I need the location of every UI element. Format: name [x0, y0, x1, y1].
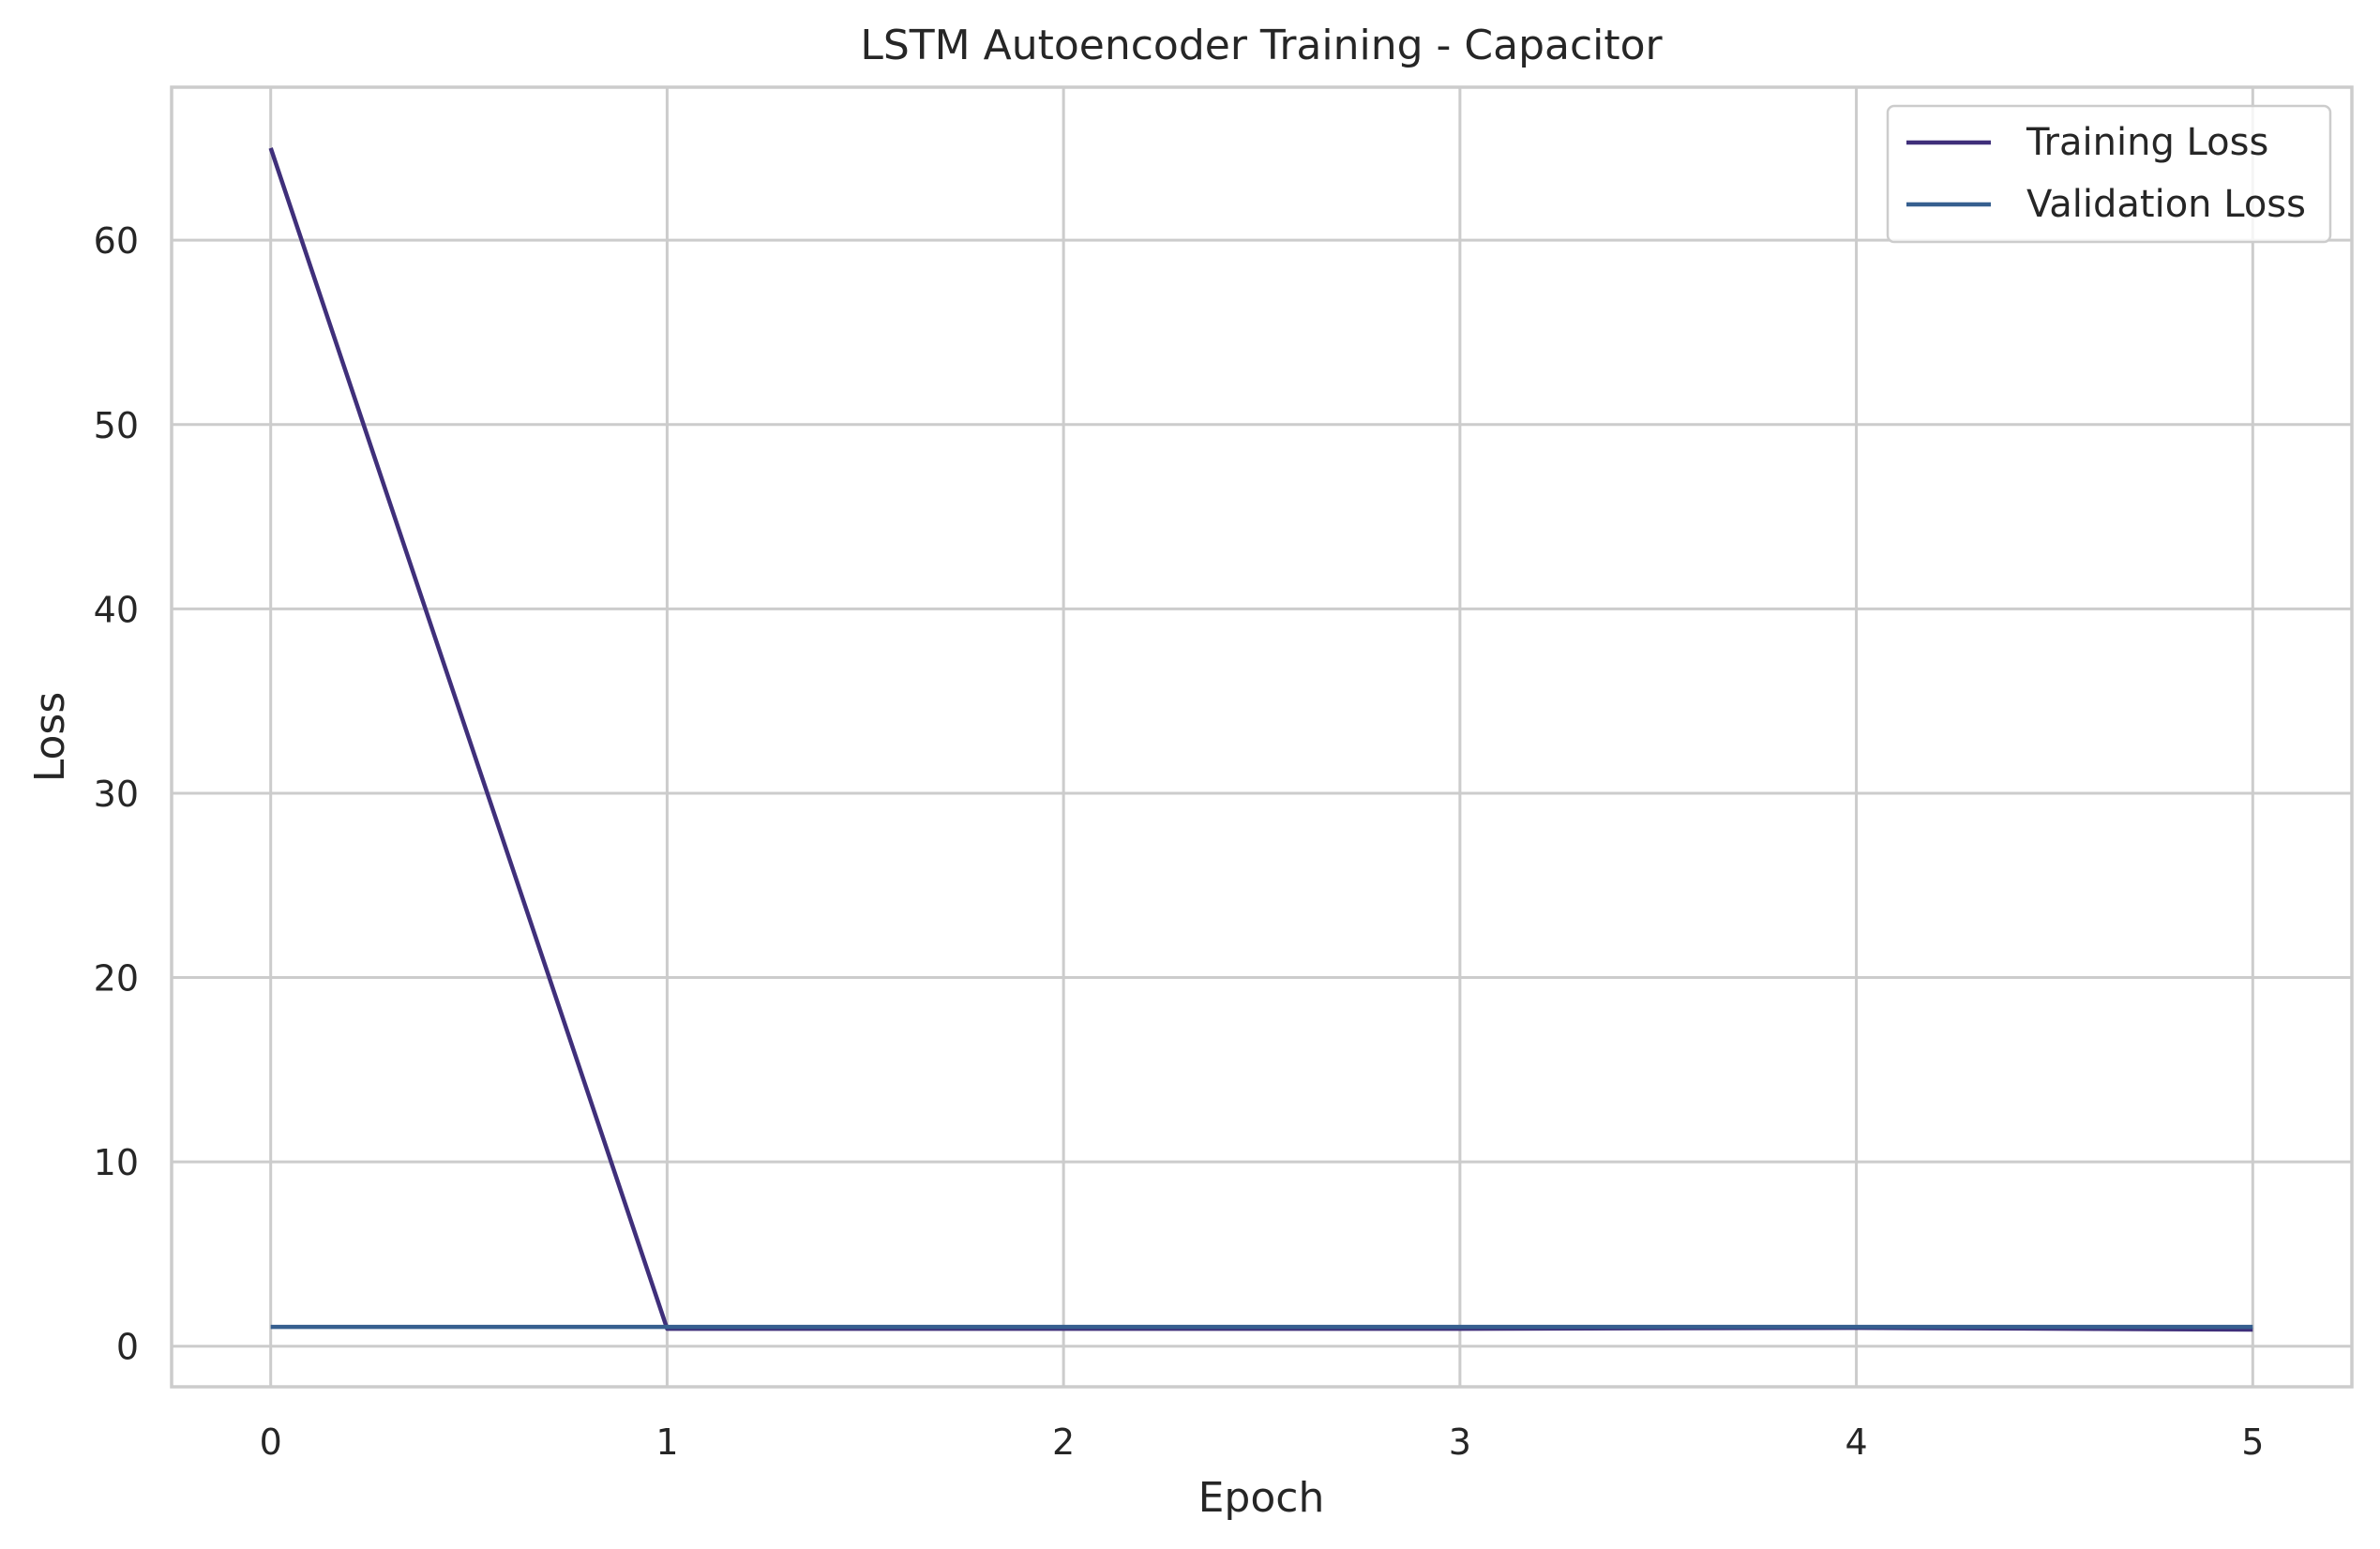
x-tick-labels: 0 1 2 3 4 5 [260, 1421, 2265, 1463]
y-tick-label: 60 [94, 220, 139, 262]
y-tick-label: 0 [116, 1327, 139, 1368]
x-tick-label: 1 [655, 1421, 678, 1463]
legend-label-training-loss: Training Loss [2026, 121, 2268, 164]
legend-label-validation-loss: Validation Loss [2026, 183, 2306, 226]
x-tick-label: 0 [260, 1421, 282, 1463]
y-tick-labels: 0 10 20 30 40 50 60 [94, 220, 139, 1368]
y-axis-label: Loss [26, 692, 74, 783]
y-tick-label: 30 [94, 774, 139, 815]
y-tick-label: 10 [94, 1142, 139, 1183]
y-tick-label: 40 [94, 589, 139, 630]
y-tick-label: 20 [94, 958, 139, 1000]
x-axis-label: Epoch [1198, 1474, 1325, 1522]
x-tick-label: 3 [1449, 1421, 1471, 1463]
plot-background [172, 87, 2352, 1387]
chart-title: LSTM Autoencoder Training - Capacitor [860, 22, 1663, 69]
legend: Training Loss Validation Loss [1886, 104, 2332, 244]
y-tick-label: 50 [94, 405, 139, 446]
legend-box [1886, 104, 2332, 244]
series-lines [268, 147, 2253, 1332]
x-tick-label: 4 [1845, 1421, 1867, 1463]
plot-frame [170, 85, 2354, 1389]
x-tick-label: 2 [1052, 1421, 1075, 1463]
x-tick-label: 5 [2241, 1421, 2264, 1463]
